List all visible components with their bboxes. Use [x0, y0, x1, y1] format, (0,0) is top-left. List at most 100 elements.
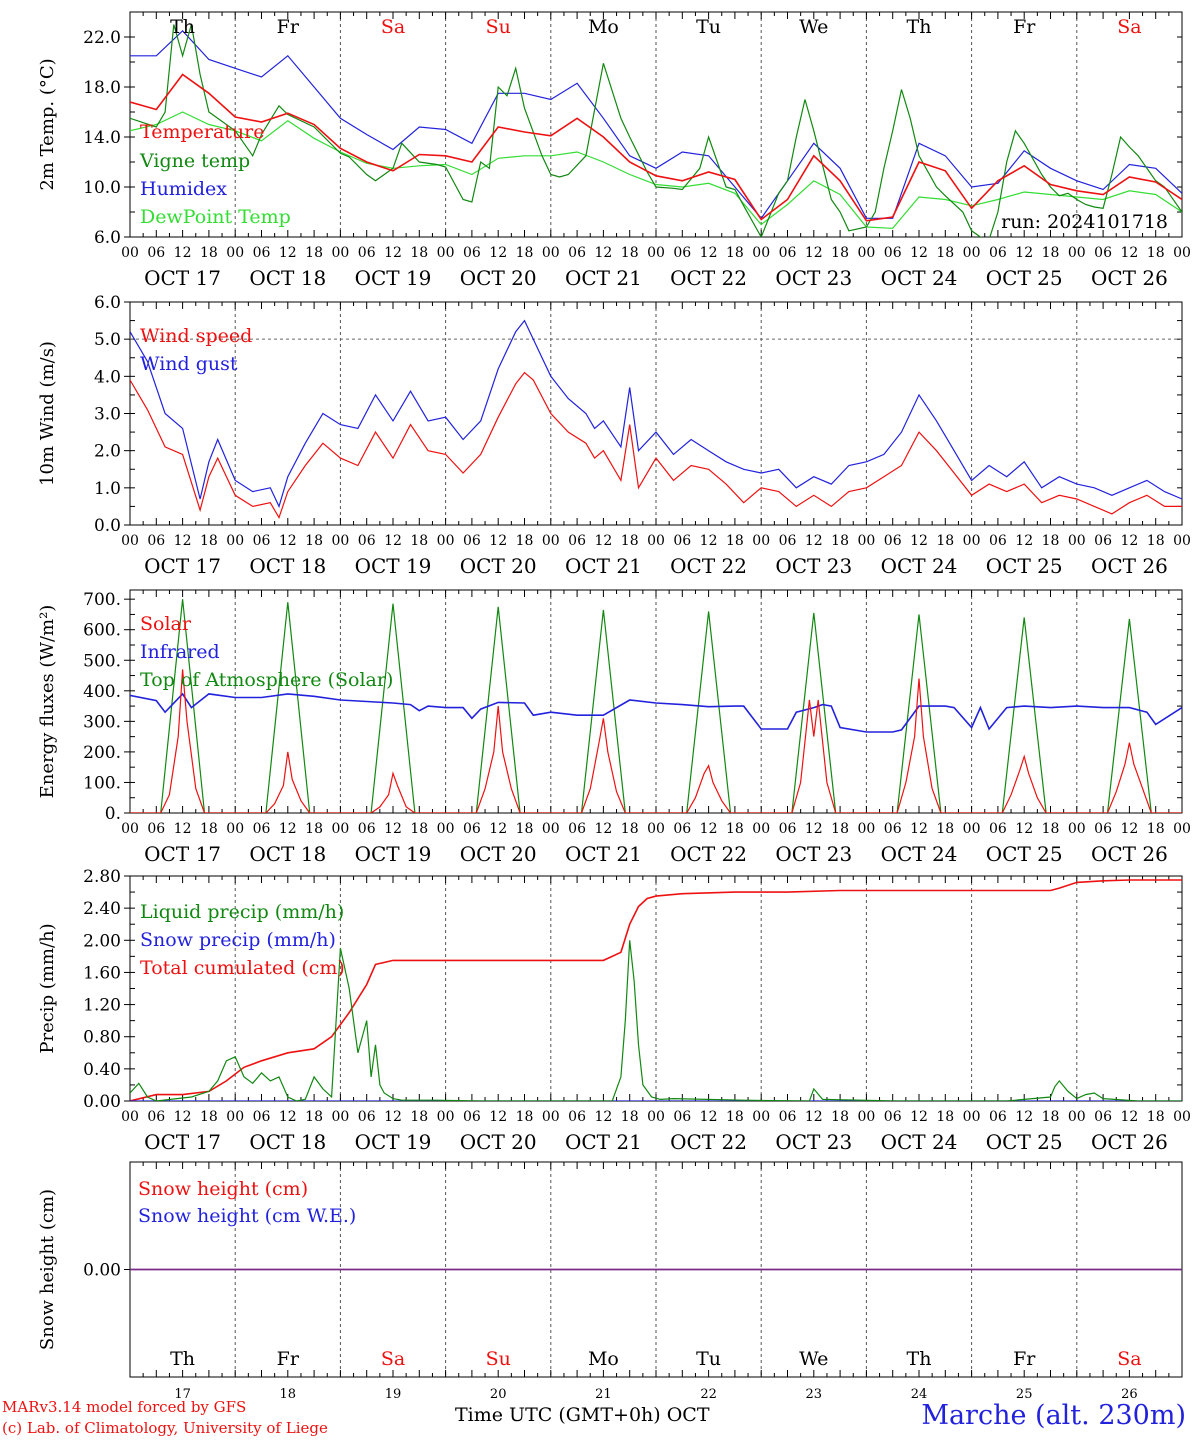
- y-axis-label: 10m Wind (m/s): [37, 341, 58, 486]
- series-line-wind-gust: [130, 319, 1182, 509]
- y-tick-label: 1.60: [83, 963, 121, 983]
- legend-entry: Vigne temp: [139, 150, 250, 172]
- hour-label: 00: [1173, 245, 1191, 261]
- legend-entry: Liquid precip (mm/h): [140, 901, 344, 923]
- hour-label: 12: [489, 533, 507, 549]
- hour-label: 06: [147, 1109, 165, 1125]
- date-label: OCT 19: [355, 266, 432, 290]
- hour-label: 00: [1173, 1109, 1191, 1125]
- hour-label: 06: [1094, 245, 1112, 261]
- hour-label: 00: [647, 533, 665, 549]
- hour-label: 00: [752, 1109, 770, 1125]
- hour-label: 18: [516, 821, 534, 837]
- y-tick-label: 0.0: [94, 516, 121, 536]
- hour-label: 00: [963, 1109, 981, 1125]
- day-number-label: 24: [911, 1387, 928, 1402]
- hour-label: 12: [594, 821, 612, 837]
- hour-label: 18: [305, 533, 323, 549]
- hour-label: 12: [910, 1109, 928, 1125]
- date-label: OCT 18: [249, 842, 326, 866]
- hour-label: 12: [384, 533, 402, 549]
- hour-label: 06: [673, 245, 691, 261]
- hour-label: 12: [805, 821, 823, 837]
- hour-label: 06: [568, 245, 586, 261]
- hour-label: 00: [647, 1109, 665, 1125]
- hour-label: 18: [1042, 533, 1060, 549]
- y-tick-label: 5.0: [94, 330, 121, 350]
- hour-label: 06: [358, 533, 376, 549]
- hour-label: 12: [1120, 1109, 1138, 1125]
- hour-label: 18: [516, 1109, 534, 1125]
- date-label: OCT 26: [1091, 842, 1168, 866]
- hour-label: 00: [752, 245, 770, 261]
- hour-label: 18: [1042, 245, 1060, 261]
- date-label: OCT 23: [775, 1130, 852, 1154]
- hour-label: 18: [621, 821, 639, 837]
- day-number-label: 26: [1121, 1387, 1138, 1402]
- hour-label: 12: [910, 245, 928, 261]
- hour-label: 06: [568, 1109, 586, 1125]
- hour-label: 06: [779, 533, 797, 549]
- hour-label: 06: [884, 1109, 902, 1125]
- hour-label: 12: [1015, 1109, 1033, 1125]
- hour-label: 00: [857, 245, 875, 261]
- hour-label: 18: [1147, 245, 1165, 261]
- hour-label: 00: [226, 533, 244, 549]
- date-label: OCT 20: [460, 1130, 537, 1154]
- y-tick-label: 200.: [83, 743, 121, 763]
- y-tick-label: 1.0: [94, 479, 121, 499]
- hour-label: 06: [989, 821, 1007, 837]
- hour-label: 18: [621, 1109, 639, 1125]
- series-line-solar: [130, 669, 1182, 813]
- hour-label: 06: [463, 533, 481, 549]
- date-label: OCT 18: [249, 266, 326, 290]
- weekday-label: Sa: [381, 1348, 405, 1370]
- date-label: OCT 25: [986, 554, 1063, 578]
- hour-label: 12: [279, 245, 297, 261]
- panel-2: 0.0 1.0 2.0 3.0 4.0 5.0 6.0 10m Wind (m/s) Wind …: [37, 293, 1191, 578]
- hour-label: 06: [779, 1109, 797, 1125]
- day-number-label: 19: [385, 1387, 402, 1402]
- hour-label: 06: [358, 1109, 376, 1125]
- hour-label: 06: [1094, 533, 1112, 549]
- hour-label: 00: [542, 821, 560, 837]
- hour-label: 12: [489, 245, 507, 261]
- y-tick-label: 400.: [83, 682, 121, 702]
- hour-label: 12: [384, 821, 402, 837]
- hour-label: 00: [331, 533, 349, 549]
- legend-entry: Total cumulated (cm): [140, 957, 345, 979]
- series-line-total-cumulated-cm-: [130, 879, 1182, 1101]
- y-tick-label: 14.0: [83, 128, 121, 148]
- hour-label: 12: [174, 245, 192, 261]
- date-label: OCT 19: [355, 842, 432, 866]
- date-label: OCT 22: [670, 266, 747, 290]
- hour-label: 00: [437, 821, 455, 837]
- date-label: OCT 20: [460, 266, 537, 290]
- panel-5: 0.00 Snow height (cm) Snow height (cm) Snow…: [37, 1161, 1183, 1402]
- hour-label: 18: [936, 1109, 954, 1125]
- hour-label: 18: [726, 533, 744, 549]
- series-line-wind-speed: [130, 371, 1182, 520]
- legend-entry: Infrared: [140, 641, 220, 663]
- hour-label: 00: [226, 821, 244, 837]
- hour-label: 00: [226, 245, 244, 261]
- hour-label: 18: [410, 245, 428, 261]
- hour-label: 06: [253, 1109, 271, 1125]
- hour-label: 18: [1042, 1109, 1060, 1125]
- y-tick-label: 2.40: [83, 899, 121, 919]
- hour-label: 12: [279, 1109, 297, 1125]
- hour-label: 18: [831, 1109, 849, 1125]
- date-label: OCT 17: [144, 266, 221, 290]
- time-axis-title: Time UTC (GMT+0h) OCT: [455, 1404, 710, 1426]
- hour-label: 18: [936, 533, 954, 549]
- weekday-label: Th: [170, 1348, 195, 1370]
- location-label: Marche (alt. 230m): [921, 1400, 1186, 1431]
- series-line-humidex: [130, 29, 1182, 220]
- hour-label: 18: [726, 1109, 744, 1125]
- date-label: OCT 22: [670, 1130, 747, 1154]
- date-label: OCT 25: [986, 266, 1063, 290]
- y-tick-label: 300.: [83, 712, 121, 732]
- hour-label: 00: [857, 1109, 875, 1125]
- hour-label: 12: [700, 245, 718, 261]
